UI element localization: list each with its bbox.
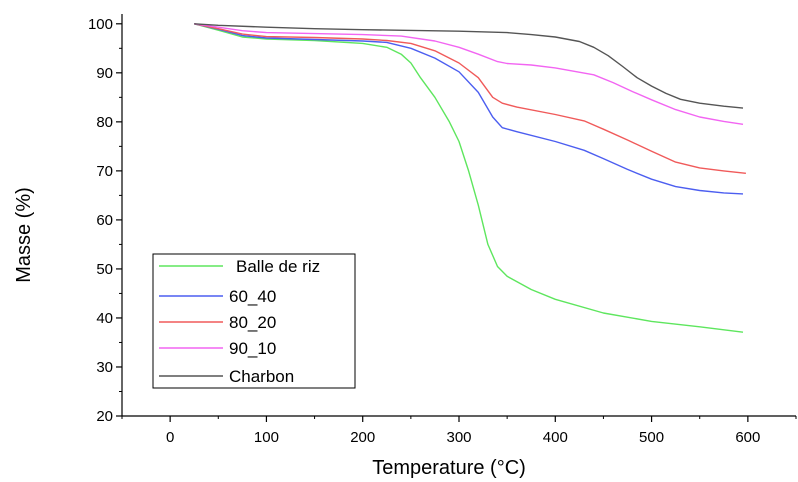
legend-label: Charbon [229,367,294,386]
y-tick-label: 70 [96,163,113,180]
y-tick-label: 90 [96,65,113,82]
x-tick-label: 300 [446,429,471,446]
x-tick-label: 200 [350,429,375,446]
legend-label: 90_10 [229,339,276,358]
x-tick-label: 500 [639,429,664,446]
y-tick-label: 60 [96,212,113,229]
y-tick-label: 30 [96,359,113,376]
y-axis-title: Masse (%) [13,187,35,283]
x-axis-title: Temperature (°C) [372,457,526,479]
legend-label: Balle de riz [236,257,320,276]
y-tick-label: 20 [96,408,113,425]
series-layer [194,23,746,333]
legend-label: 80_20 [229,313,276,332]
axes-layer: 20 30 40 50 60 70 80 90 100 0 100 200 300 400 500 600 [88,14,797,446]
series-line-80-20 [194,23,746,174]
series-line-90-10 [194,23,744,125]
series-line-60-40 [194,23,744,195]
y-tick-label: 80 [96,114,113,131]
x-tick-label: 600 [735,429,760,446]
x-tick-label: 0 [166,429,174,446]
series-line-balle-de-riz [194,23,744,333]
y-tick-label: 40 [96,310,113,327]
y-tick-label: 100 [88,16,113,33]
legend-box [152,253,356,389]
legend-label: 60_40 [229,287,276,306]
y-tick-label: 50 [96,261,113,278]
x-tick-label: 400 [543,429,568,446]
series-line-charbon [194,23,744,109]
x-tick-label: 100 [254,429,279,446]
legend: Balle de riz 60_40 80_20 90_10 Charbon [152,253,356,389]
